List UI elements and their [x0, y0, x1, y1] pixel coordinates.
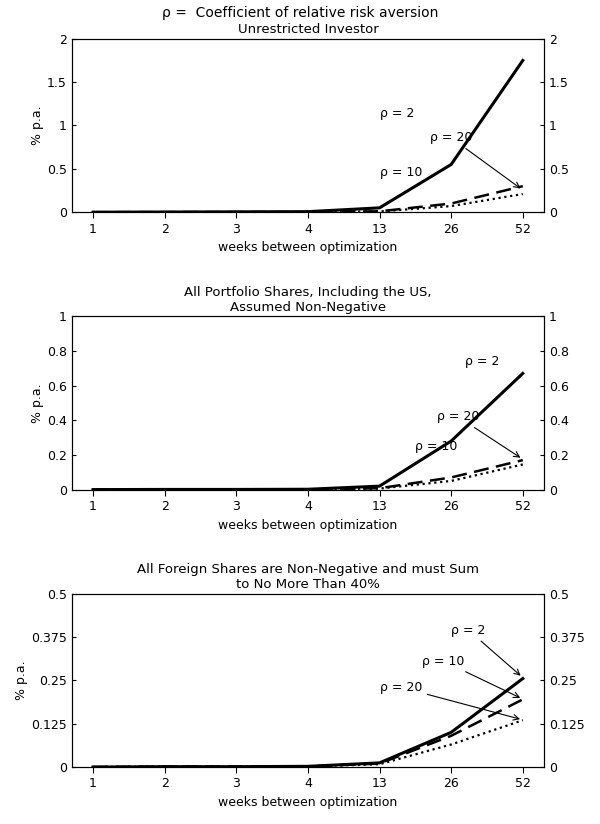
Text: ρ = 2: ρ = 2 — [380, 107, 414, 119]
X-axis label: weeks between optimization: weeks between optimization — [218, 241, 398, 254]
Y-axis label: % p.a.: % p.a. — [15, 661, 28, 700]
Text: ρ = 2: ρ = 2 — [466, 355, 500, 368]
Y-axis label: % p.a.: % p.a. — [31, 383, 44, 423]
Text: ρ = 20: ρ = 20 — [437, 410, 520, 457]
X-axis label: weeks between optimization: weeks between optimization — [218, 796, 398, 809]
Text: ρ =  Coefficient of relative risk aversion: ρ = Coefficient of relative risk aversio… — [162, 6, 438, 20]
Y-axis label: % p.a.: % p.a. — [31, 105, 44, 145]
Text: ρ = 2: ρ = 2 — [451, 624, 520, 675]
Text: ρ = 20: ρ = 20 — [430, 131, 520, 188]
Title: All Foreign Shares are Non-Negative and must Sum
to No More Than 40%: All Foreign Shares are Non-Negative and … — [137, 563, 479, 591]
X-axis label: weeks between optimization: weeks between optimization — [218, 518, 398, 531]
Text: ρ = 10: ρ = 10 — [415, 440, 458, 452]
Text: ρ = 20: ρ = 20 — [380, 681, 519, 720]
Title: Unrestricted Investor: Unrestricted Investor — [238, 23, 378, 36]
Title: All Portfolio Shares, Including the US,
Assumed Non-Negative: All Portfolio Shares, Including the US, … — [184, 286, 431, 314]
Text: ρ = 10: ρ = 10 — [380, 166, 422, 179]
Text: ρ = 10: ρ = 10 — [422, 655, 519, 697]
